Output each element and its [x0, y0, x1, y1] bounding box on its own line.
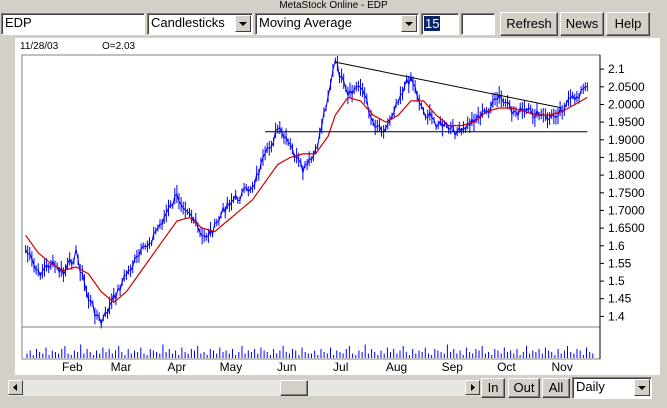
y-axis-ticks: 2.1 2.0500 2.0000 1.9500 1.9000 1.8500 1.8000 1…: [600, 62, 645, 323]
chart-style-value: Candlesticks: [151, 15, 225, 30]
y-tick-label: 1.4: [608, 309, 625, 323]
y-tick-label: 1.6500: [608, 221, 645, 235]
moving-average-series: [25, 96, 588, 304]
x-tick-label: Feb: [62, 360, 83, 374]
horizontal-scrollbar[interactable]: [8, 380, 480, 396]
moving-average-line: [25, 96, 588, 304]
symbol-value: EDP: [5, 15, 32, 30]
x-tick-label: Nov: [552, 360, 573, 374]
arrow-left-icon: [13, 384, 17, 391]
chart-background: [15, 38, 660, 375]
zoom-in-button[interactable]: In: [481, 378, 505, 398]
y-tick-label: 1.8500: [608, 150, 645, 164]
x-tick-label: May: [220, 360, 243, 374]
arrow-right-icon: [471, 384, 475, 391]
zoom-out-button[interactable]: Out: [508, 378, 540, 398]
price-chart[interactable]: 11/28/03 O=2.03 2.1 2.0500 2.0000 1.9500 1.9…: [15, 38, 660, 375]
x-axis-ticks: Feb Mar Apr May Jun Jul Aug Sep Oct Nov: [62, 360, 573, 374]
chevron-down-icon[interactable]: [235, 15, 251, 32]
x-tick-label: Mar: [111, 360, 132, 374]
scroll-thumb[interactable]: [280, 380, 308, 396]
indicator-value: Moving Average: [259, 15, 352, 30]
chevron-down-icon[interactable]: [634, 379, 650, 396]
scroll-left-button[interactable]: [8, 380, 23, 395]
period-value: 15: [424, 16, 441, 31]
help-button[interactable]: Help: [606, 12, 650, 36]
y-tick-label: 1.7500: [608, 186, 645, 200]
chevron-down-icon[interactable]: [401, 15, 417, 32]
window-title: MetaStock Online - EDP: [279, 0, 388, 11]
x-tick-label: Oct: [497, 360, 516, 374]
extra-input[interactable]: [461, 13, 495, 35]
y-tick-label: 1.6: [608, 239, 625, 253]
interval-select[interactable]: Daily: [572, 377, 652, 399]
symbol-input[interactable]: EDP: [1, 13, 145, 35]
news-button[interactable]: News: [560, 12, 604, 36]
trendline-resistance: [335, 61, 563, 109]
y-tick-label: 1.45: [608, 292, 632, 306]
period-input[interactable]: 15: [421, 13, 459, 35]
y-tick-label: 2.1: [608, 62, 625, 76]
price-series: [25, 56, 588, 329]
x-tick-label: Sep: [442, 360, 464, 374]
info-open: O=2.03: [102, 41, 136, 52]
y-tick-label: 2.0000: [608, 98, 645, 112]
refresh-button[interactable]: Refresh: [500, 12, 558, 36]
y-tick-label: 1.9000: [608, 133, 645, 147]
y-tick-label: 1.7000: [608, 203, 645, 217]
indicator-select[interactable]: Moving Average: [255, 13, 419, 35]
interval-value: Daily: [576, 379, 605, 394]
scroll-right-button[interactable]: [465, 380, 480, 395]
volume-series: [26, 344, 594, 358]
trendlines: [265, 61, 588, 133]
y-tick-label: 2.0500: [608, 80, 645, 94]
y-tick-label: 1.5: [608, 274, 625, 288]
y-tick-label: 1.9500: [608, 115, 645, 129]
x-tick-label: Aug: [386, 360, 407, 374]
y-tick-label: 1.8000: [608, 168, 645, 182]
x-tick-label: Jun: [277, 360, 296, 374]
x-tick-label: Jul: [333, 360, 348, 374]
show-all-button[interactable]: All: [542, 378, 570, 398]
y-tick-label: 1.55: [608, 256, 632, 270]
info-date: 11/28/03: [20, 41, 59, 52]
price-line: [25, 59, 588, 326]
x-tick-label: Apr: [168, 360, 187, 374]
chart-style-select[interactable]: Candlesticks: [147, 13, 253, 35]
